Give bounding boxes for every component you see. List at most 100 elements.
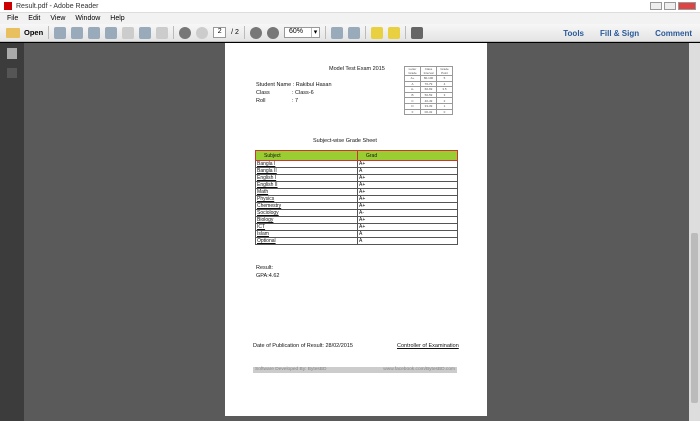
- menu-help[interactable]: Help: [110, 15, 125, 22]
- grade-scale-cell: 3: [436, 91, 453, 99]
- table-row: Math A+: [255, 188, 458, 196]
- fit-page-icon[interactable]: [330, 26, 343, 39]
- result-label: Result:: [256, 265, 274, 271]
- previous-page-icon[interactable]: [179, 26, 192, 39]
- fill-sign-link[interactable]: Fill & Sign: [600, 29, 640, 38]
- grade-scale-cell: 1: [436, 103, 453, 110]
- fit-width-icon[interactable]: [347, 26, 360, 39]
- publication-date: Date of Publication of Result: 28/02/201…: [253, 343, 353, 349]
- comment-link[interactable]: Comment: [655, 29, 692, 38]
- page-number-input[interactable]: 2: [213, 27, 227, 38]
- subject-grade-table: Subject Grad Bangla I A+ Bangla II A English …: [255, 150, 458, 245]
- subject-cell: Physics: [255, 195, 358, 203]
- chevron-down-icon: ▾: [310, 28, 319, 37]
- menu-bar: File Edit View Window Help: [0, 13, 700, 24]
- table-row: English I A+: [255, 174, 458, 182]
- exam-title: Model Test Exam 2015: [329, 66, 385, 72]
- fullscreen-icon[interactable]: [410, 26, 423, 39]
- print-icon[interactable]: [139, 26, 152, 39]
- table-row: Optional A: [255, 237, 458, 245]
- table-row: Sociology A-: [255, 209, 458, 217]
- comment-icon[interactable]: [370, 26, 383, 39]
- attachments-icon[interactable]: [7, 68, 17, 78]
- grade-scale-cell: F: [404, 108, 421, 116]
- vertical-scrollbar[interactable]: [689, 43, 700, 421]
- title-bar: Result.pdf - Adobe Reader: [0, 0, 700, 13]
- grade-cell: A: [357, 167, 458, 175]
- grade-scale-cell: 4: [436, 80, 453, 88]
- grade-scale-cell: 2: [436, 97, 453, 104]
- combine-icon[interactable]: [71, 26, 84, 39]
- subject-cell: Math: [255, 188, 358, 196]
- table-row: Bangla I A+: [255, 160, 458, 168]
- close-button[interactable]: [678, 2, 696, 10]
- grade-scale-cell: 3.5: [436, 86, 453, 93]
- minimize-button[interactable]: [650, 2, 662, 10]
- table-row: Bangla II A: [255, 167, 458, 175]
- table-row: Physics A+: [255, 195, 458, 203]
- email-icon[interactable]: [156, 26, 169, 39]
- subject-cell: Islam: [255, 230, 358, 238]
- scrollbar-thumb[interactable]: [691, 233, 698, 403]
- subject-cell: English I: [255, 174, 358, 182]
- open-button[interactable]: Open: [6, 27, 43, 38]
- maximize-button[interactable]: [664, 2, 676, 10]
- grade-scale-row: F 00-32 0: [404, 108, 453, 116]
- roll-value: : 7: [292, 98, 299, 104]
- class-label: Class: [256, 90, 270, 96]
- subject-cell: Chemestry: [255, 202, 358, 210]
- grade-scale-row: C 40-49 2: [404, 97, 453, 104]
- grade-cell: A+: [357, 195, 458, 203]
- grade-cell: A-: [357, 209, 458, 217]
- table-row: Islam A: [255, 230, 458, 238]
- subject-cell: Sociology: [255, 209, 358, 217]
- save-icon[interactable]: [122, 26, 135, 39]
- zoom-in-icon[interactable]: [266, 26, 279, 39]
- grade-header: Grad: [357, 150, 458, 161]
- tools-link[interactable]: Tools: [563, 29, 584, 38]
- zoom-out-icon[interactable]: [249, 26, 262, 39]
- grade-cell: A+: [357, 223, 458, 231]
- subject-cell: English II: [255, 181, 358, 189]
- subject-cell: Bangla II: [255, 167, 358, 175]
- grade-scale-cell: 5: [436, 75, 453, 82]
- grade-scale-header-cell: Grade Point: [436, 66, 453, 76]
- edit-icon[interactable]: [88, 26, 101, 39]
- highlight-icon[interactable]: [387, 26, 400, 39]
- toolbar: Open 2 / 2 60% ▾ Tools Fill & Sign Commen…: [0, 24, 700, 42]
- menu-window[interactable]: Window: [75, 15, 101, 22]
- grade-cell: A+: [357, 160, 458, 168]
- footer-bar: Software Developed By: BytesBD www.faceb…: [253, 367, 457, 373]
- controller-signature: Controller of Examination: [397, 343, 459, 349]
- grade-cell: A: [357, 230, 458, 238]
- create-pdf-icon[interactable]: [54, 26, 67, 39]
- menu-file[interactable]: File: [7, 15, 19, 22]
- grade-cell: A+: [357, 174, 458, 182]
- grade-scale-row: B 50-59 3: [404, 91, 453, 99]
- grade-cell: A+: [357, 181, 458, 189]
- menu-edit[interactable]: Edit: [28, 15, 41, 22]
- zoom-select[interactable]: 60% ▾: [283, 27, 320, 38]
- subject-cell: Optional: [255, 237, 358, 245]
- class-value: : Class-6: [292, 90, 314, 96]
- grade-scale-cell: 00-32: [420, 108, 437, 116]
- subject-cell: Biology: [255, 216, 358, 224]
- grade-cell: A+: [357, 216, 458, 224]
- cloud-upload-icon[interactable]: [105, 26, 118, 39]
- grade-scale-row: A- 60-69 3.5: [404, 86, 453, 93]
- pdf-app-icon: [4, 2, 12, 10]
- grade-cell: A+: [357, 188, 458, 196]
- grade-scale-header-cell: Letter Grade: [404, 66, 421, 76]
- table-row: Chemestry A+: [255, 202, 458, 210]
- footer-developer: Software Developed By: BytesBD: [255, 367, 327, 372]
- roll-label: Roll: [256, 98, 266, 104]
- sheet-title: Subject-wise Grade Sheet: [313, 138, 377, 144]
- next-page-icon[interactable]: [196, 26, 209, 39]
- page-total: / 2: [231, 29, 239, 36]
- menu-view[interactable]: View: [50, 15, 66, 22]
- footer-link: www.facebook.com/BytesBD.com: [383, 367, 455, 372]
- window-title: Result.pdf - Adobe Reader: [16, 2, 99, 10]
- pdf-page: Model Test Exam 2015 Student Name : Raki…: [225, 43, 487, 416]
- grade-scale-row: A 70-79 4: [404, 80, 453, 88]
- page-thumbnails-icon[interactable]: [7, 48, 17, 59]
